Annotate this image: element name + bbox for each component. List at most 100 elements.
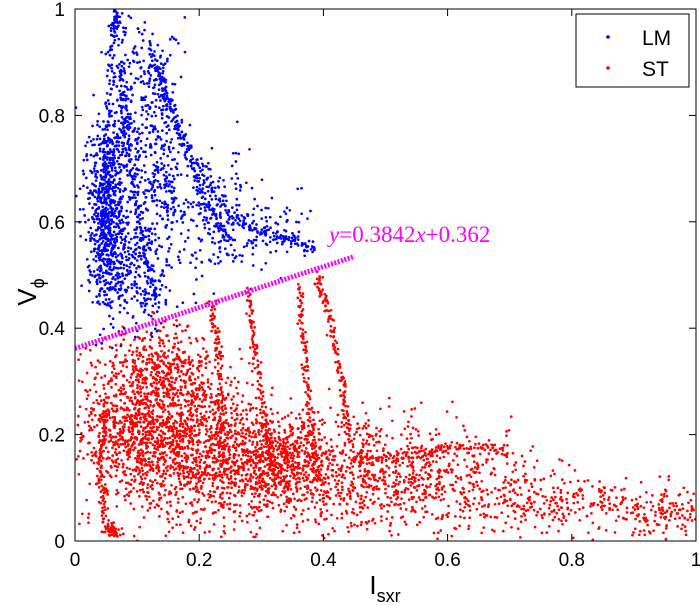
point-st [358,506,362,509]
point-st [356,422,359,425]
point-st [151,463,155,467]
point-st [128,380,131,384]
point-st [633,503,637,507]
point-st [395,497,398,501]
point-st [602,498,606,501]
point-st [399,507,403,510]
point-st [604,529,608,532]
point-st [101,494,105,498]
point-st [440,488,444,491]
point-st [124,445,127,449]
point-st [192,528,196,531]
point-st [305,497,308,500]
point-st [217,341,221,345]
point-st [246,454,250,458]
point-st [273,473,277,477]
point-st [134,469,138,473]
point-st [170,380,174,384]
point-st [177,450,181,454]
point-st [229,482,233,485]
point-st [316,456,320,460]
point-st [122,408,126,411]
point-st [161,479,165,483]
point-st [137,410,141,414]
point-st [667,478,671,482]
point-st [161,472,165,476]
point-st [361,438,365,442]
point-st [228,445,231,449]
point-st [102,426,105,430]
point-st [551,486,555,490]
point-st [130,373,134,376]
point-st [240,473,244,477]
point-st [132,389,135,393]
point-st [165,501,169,504]
point-st [138,461,142,465]
point-st [201,481,205,485]
point-st [218,478,222,482]
point-st [298,477,301,481]
point-st [678,516,681,520]
point-st [355,427,359,431]
point-st [88,429,91,432]
point-st [181,364,185,368]
point-st [186,447,190,450]
point-st [505,430,508,433]
point-st [128,349,131,352]
point-st [410,436,413,440]
point-st [313,486,317,489]
point-st [329,438,333,441]
point-st [444,449,448,453]
point-st [429,475,432,479]
point-st [492,467,496,471]
point-st [172,458,175,462]
point-st [148,464,151,467]
point-st [520,507,523,511]
point-st [302,493,306,497]
point-st [188,367,192,371]
point-st [180,454,184,458]
point-st [114,447,118,451]
point-st [343,476,346,480]
point-st [172,401,175,405]
point-st [343,441,347,445]
point-st [205,473,208,477]
point-st [161,339,165,342]
point-st [100,376,103,379]
point-st [220,422,224,426]
point-st [506,451,509,455]
point-st [114,410,118,413]
point-st [301,469,305,472]
point-st [95,474,99,478]
point-st [197,498,201,501]
point-lm [88,202,91,205]
point-st [496,451,500,454]
point-st [200,400,204,403]
point-st [365,527,369,531]
point-st [500,452,504,456]
point-st [154,378,158,382]
point-st [144,494,147,498]
point-st [530,485,534,489]
point-st [121,462,125,466]
point-st [176,497,180,501]
point-st [436,537,439,541]
point-st [224,421,228,425]
point-st [307,377,310,380]
point-st [312,428,315,432]
point-st [345,493,349,496]
point-st [357,426,361,430]
point-st [318,278,321,282]
point-st [575,492,578,495]
point-st [336,482,340,486]
point-st [204,439,208,443]
point-st [195,459,198,463]
point-st [146,450,149,454]
point-st [258,500,262,504]
point-st [110,407,114,411]
point-st [221,427,225,431]
point-st [434,496,438,499]
point-st [398,480,402,484]
point-st [625,511,629,514]
point-st [167,520,171,524]
